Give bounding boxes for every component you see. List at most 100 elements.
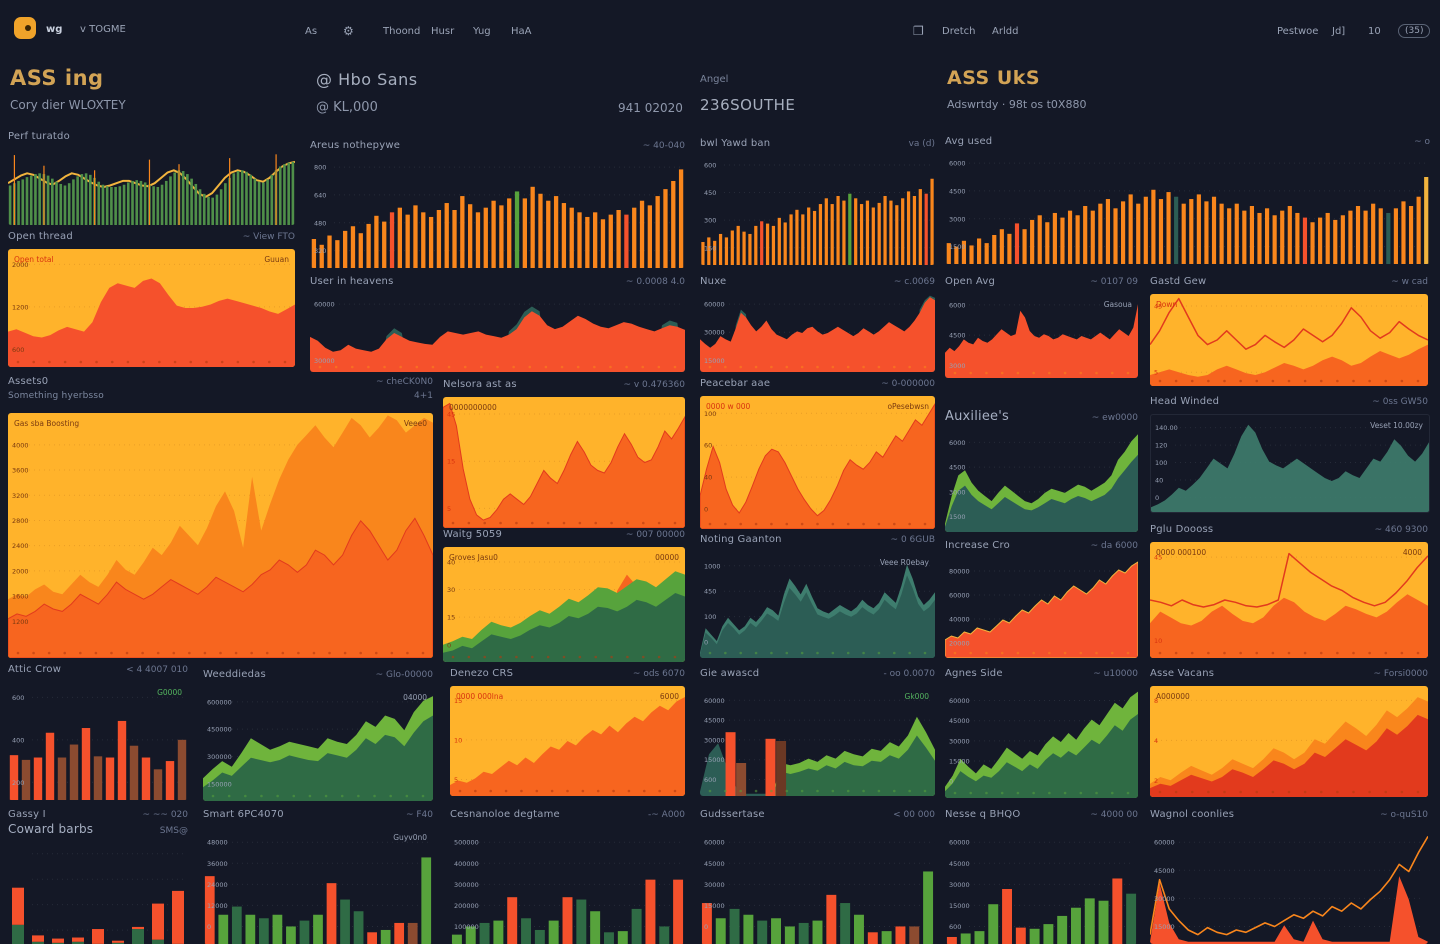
svg-text:6000: 6000 — [949, 439, 966, 447]
svg-text:40: 40 — [704, 474, 712, 482]
perf-chart[interactable] — [8, 149, 295, 225]
svg-text:60000: 60000 — [314, 301, 335, 309]
big-area-chart[interactable]: 4000 3600 3200 2800 2400 2000 1600 1200 Gas sba … — [8, 413, 433, 658]
panel-title: Gie awascd — [700, 668, 760, 679]
svg-text:1000: 1000 — [704, 562, 721, 570]
panel-weeddie: Weeddiedas ~ Glo-00000 600000 450000 300000… — [203, 668, 433, 801]
panel-agnes: Agnes Side ~ u10000 60000 45000 30000 15000 0 — [945, 667, 1138, 798]
panel-meta[interactable]: ~ View FTO — [242, 232, 295, 242]
nav-item-pestwoe[interactable]: Pestwoe — [1277, 26, 1319, 37]
nav-item-jd[interactable]: Jd] — [1332, 26, 1346, 37]
svg-text:Veset 10.00zy: Veset 10.00zy — [1370, 421, 1423, 430]
nav-item-as[interactable]: As — [305, 26, 318, 37]
nav-item-arldd[interactable]: Arldd — [992, 26, 1019, 37]
svg-text:30000: 30000 — [1154, 895, 1175, 903]
headw-chart[interactable]: 140.00 120 100 40 0 Veset 10.00zy — [1150, 414, 1430, 513]
panel-meta: ~ Glo-00000 — [375, 670, 433, 680]
panel-headw: Head Winded ~ 0ss GW50 140.00 120 100 40 0 Ves… — [1150, 395, 1430, 513]
panel-meta: va (d) — [908, 139, 935, 149]
attic-chart[interactable]: 600 400 200 G0000 — [8, 682, 188, 800]
panel-nelsora: Nelsora ast as ~ v 0.476360 45 15 5 00000000… — [443, 378, 685, 528]
panel-waitg: Waitg 5059 ~ 007 00000 40 30 15 0 Groves Jasu… — [443, 528, 685, 662]
svg-text:2800: 2800 — [12, 517, 29, 525]
panel-meta: - oo 0.0070 — [883, 669, 935, 679]
waitg-chart[interactable]: 40 30 15 0 Groves Jasu0 00000 — [443, 547, 685, 662]
user-badge[interactable]: (35) — [1398, 24, 1431, 38]
svg-text:0000 w 000: 0000 w 000 — [706, 402, 751, 411]
weeddie-chart[interactable]: 600000 450000 300000 150000 04000 — [203, 687, 433, 801]
panel-perf: Perf turatdo — [8, 130, 295, 225]
nav-item-dretch[interactable]: Dretch — [942, 26, 976, 37]
panel-title: Auxiliee's — [945, 409, 1010, 424]
panel-asse: Asse Vacans ~ Forsi0000 8 4 2 A000000 — [1150, 667, 1428, 797]
panel-avg: Avg used ~ o 6000 4500 3000 1500 — [945, 135, 1430, 264]
coward-chart[interactable] — [8, 840, 188, 944]
nelsora-chart[interactable]: 45 15 5 0000000000 — [443, 397, 685, 528]
c2-bars-chart[interactable]: 800 640 480 320 — [310, 152, 685, 268]
app-logo[interactable] — [14, 17, 36, 39]
svg-text:24000: 24000 — [207, 881, 228, 889]
avg-bars-chart[interactable]: 6000 4500 3000 1500 — [945, 148, 1430, 264]
svg-text:60000: 60000 — [949, 697, 970, 705]
nav-item-husr[interactable]: Husr — [431, 26, 455, 37]
notification-count[interactable]: 10 — [1368, 26, 1381, 37]
panel-meta-2: 4+1 — [414, 391, 433, 401]
pguing-chart[interactable]: 45 10 0000 000100 4000 — [1150, 542, 1428, 658]
panel-meta: ~ 007 00000 — [625, 530, 685, 540]
section-sub-4: Adswrtdy · 98t os t0X880 — [947, 98, 1087, 111]
panel-title: Nelsora ast as — [443, 379, 517, 390]
gear-icon[interactable]: ⚙ — [343, 24, 354, 38]
panel-title: Wagnol coonlies — [1150, 809, 1235, 820]
panel-meta: ~ c.0069 — [893, 277, 935, 287]
svg-text:15000: 15000 — [704, 357, 725, 365]
svg-text:1200: 1200 — [12, 618, 29, 626]
nav-item-thoond[interactable]: Thoond — [383, 26, 421, 37]
noting-chart[interactable]: 1000 450 100 0 Veee R0ebay — [700, 552, 935, 658]
svg-text:6000: 6000 — [949, 160, 966, 168]
panel-title: Open thread — [8, 231, 73, 242]
nuxe-chart[interactable]: 60000 30000 15000 — [700, 294, 935, 372]
agnes-chart[interactable]: 60000 45000 30000 15000 0 — [945, 686, 1138, 798]
aux-chart[interactable]: 6000 4500 3000 1500 — [945, 429, 1138, 532]
svg-text:60000: 60000 — [704, 697, 725, 705]
openavg-chart[interactable]: 6000 4500 3000 Gasoua — [945, 294, 1138, 378]
heavens-chart[interactable]: 60000 30000 — [310, 294, 685, 372]
gie-chart[interactable]: 60000 45000 30000 15000 600 Gk000 — [700, 686, 935, 796]
nesse-chart[interactable]: 60000 45000 30000 15000 600 — [945, 827, 1138, 944]
nav-item-haa[interactable]: HaA — [511, 26, 532, 37]
svg-text:600: 600 — [704, 776, 716, 784]
svg-text:0: 0 — [704, 506, 708, 514]
section-big-3: 236SOUTHE — [700, 96, 796, 114]
gudsser-chart[interactable]: 60000 45000 30000 15000 0 — [700, 827, 935, 944]
asse-chart[interactable]: 8 4 2 A000000 — [1150, 686, 1428, 797]
svg-text:0: 0 — [704, 639, 708, 647]
gastd-chart[interactable]: 45 5 Down — [1150, 294, 1428, 386]
svg-text:15: 15 — [447, 614, 455, 622]
panel-meta: ~ o — [1414, 137, 1430, 147]
smart-chart[interactable]: 48000 36000 24000 12000 0 Guyv0n0 — [203, 827, 433, 944]
copy-icon[interactable]: ❐ — [913, 24, 924, 38]
denezo-chart[interactable]: 15 10 5 0000 000lna 6000 — [450, 686, 685, 796]
peacebar-chart[interactable]: 100 60 40 0 0000 w 000 oPesebwsn — [700, 396, 935, 529]
panel-meta: ~ ew0000 — [1091, 413, 1138, 423]
svg-text:45: 45 — [447, 411, 455, 419]
nav-item-yug[interactable]: Yug — [473, 26, 491, 37]
workspace-switcher[interactable]: v TOGME — [80, 24, 126, 35]
svg-text:100: 100 — [704, 613, 716, 621]
svg-text:600: 600 — [12, 346, 24, 354]
svg-text:Down: Down — [1156, 300, 1177, 309]
panel-meta: ~ 0 6GUB — [890, 535, 935, 545]
panel-openavg: Open Avg ~ 0107 09 6000 4500 3000 Gasoua — [945, 275, 1138, 378]
increase-chart[interactable]: 80000 60000 40000 20000 — [945, 558, 1138, 658]
panel-title: Agnes Side — [945, 668, 1003, 679]
wagnol-chart[interactable]: 60000 45000 30000 15000 — [1150, 827, 1428, 944]
c3-bars-chart[interactable]: 600 450 300 150 — [700, 150, 935, 265]
svg-text:4500: 4500 — [949, 187, 966, 195]
svg-text:0: 0 — [447, 641, 451, 649]
cesna-chart[interactable]: 500000 400000 300000 200000 100000 — [450, 827, 685, 944]
panel-title: Perf turatdo — [8, 131, 70, 142]
svg-text:Groves Jasu0: Groves Jasu0 — [449, 553, 498, 562]
panel-meta: ~ ~~ 020 — [142, 810, 188, 820]
open-thread-chart[interactable]: 2000 1200 600 Open total Guuan — [8, 249, 295, 367]
